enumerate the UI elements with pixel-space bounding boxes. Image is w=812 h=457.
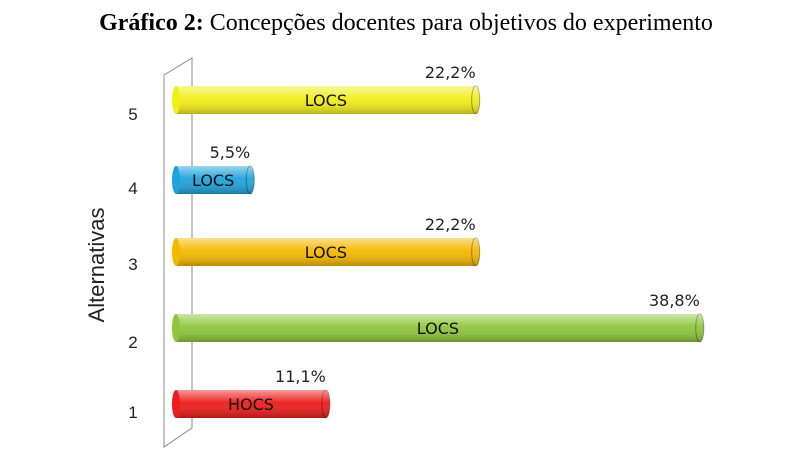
bar-category-label: LOCS xyxy=(417,319,459,338)
bar-end-cap-shading xyxy=(471,86,480,114)
bar-shading xyxy=(176,390,326,418)
data-label: 22,2% xyxy=(425,63,476,82)
bar-end-cap-shading xyxy=(471,238,480,266)
data-label: 22,2% xyxy=(425,215,476,234)
y-tick-label: 1 xyxy=(128,403,137,422)
bar-end-cap-shading xyxy=(321,390,330,418)
bar-5 xyxy=(172,85,481,115)
bar-start-cap xyxy=(172,390,180,418)
chart-title: Gráfico 2: Concepções docentes para obje… xyxy=(0,10,812,37)
bar-4 xyxy=(172,165,255,195)
bar-category-label: LOCS xyxy=(192,171,234,190)
data-label: 5,5% xyxy=(210,143,251,162)
bar-category-label: LOCS xyxy=(305,243,347,262)
bar-start-cap xyxy=(172,166,180,194)
chart-title-prefix: Gráfico 2: xyxy=(99,10,204,36)
bar-start-cap xyxy=(172,86,180,114)
bar-shading xyxy=(176,314,700,342)
bar-end-cap-shading xyxy=(246,166,255,194)
bar-shading xyxy=(176,166,251,194)
bar-2 xyxy=(172,313,705,343)
data-label: 11,1% xyxy=(275,367,326,386)
bar-category-label: HOCS xyxy=(228,395,274,414)
y-tick-label: 3 xyxy=(128,255,137,274)
data-label: 38,8% xyxy=(649,291,700,310)
bar-shading xyxy=(176,238,476,266)
bar-shading xyxy=(176,86,476,114)
bar-3 xyxy=(172,237,481,267)
y-axis-label: Alternativas xyxy=(84,208,109,323)
bar-start-cap xyxy=(172,314,180,342)
bar-1 xyxy=(172,389,331,419)
chart-title-text: Concepções docentes para objetivos do ex… xyxy=(209,10,713,36)
bar-start-cap xyxy=(172,238,180,266)
y-tick-label: 2 xyxy=(128,333,137,352)
bar-end-cap-shading xyxy=(695,314,704,342)
bar-category-label: LOCS xyxy=(305,91,347,110)
y-tick-label: 4 xyxy=(128,179,137,198)
y-tick-label: 5 xyxy=(128,105,137,124)
